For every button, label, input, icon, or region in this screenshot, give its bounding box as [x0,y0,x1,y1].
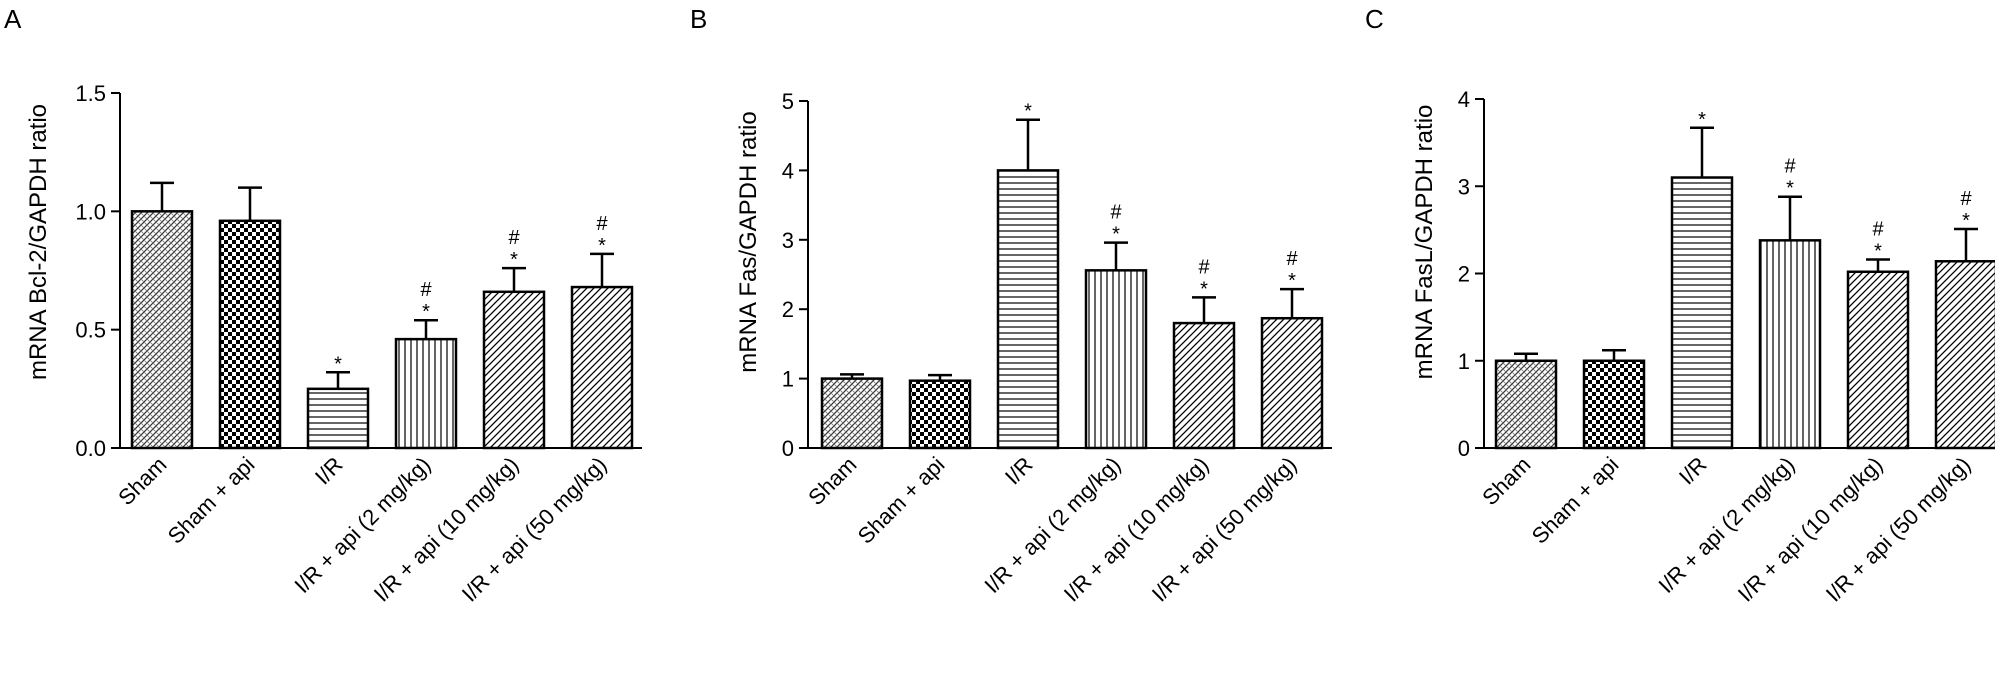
significance-mark: * [1288,270,1296,292]
bar [394,337,458,450]
significance-mark: # [420,279,432,301]
significance-mark: * [1112,224,1120,246]
significance-mark: # [1784,156,1796,178]
y-tick-label: 1.5 [75,81,106,106]
y-tick-label: 4 [782,158,794,183]
y-tick-label: 1 [782,367,794,392]
category-label: I/R + api (10 mg/kg) [369,452,524,607]
y-tick-label: 2 [782,297,794,322]
significance-mark: * [334,353,342,375]
panel-a: A mRNA Bcl-2/GAPDH ratio 0.0 0.5 1.0 1.5 Sha… [4,4,642,607]
y-tick-label: 0 [1458,436,1470,461]
significance-mark: # [1286,248,1298,270]
bar [1172,321,1236,450]
y-tick-label: 0.5 [75,318,106,343]
significance-mark: # [596,213,608,235]
category-label: I/R + api (10 mg/kg) [1733,452,1888,607]
category-label: Sham [803,452,861,510]
bar [1084,269,1148,450]
y-tick-label: 1.0 [75,199,106,224]
panel-letter: B [690,4,707,34]
bar [482,290,546,450]
significance-mark: * [1200,278,1208,300]
significance-mark: # [508,227,520,249]
category-label: I/R + api (50 mg/kg) [1821,452,1976,607]
bar [1934,260,1995,450]
y-axis-label: mRNA Fas/GAPDH ratio [735,111,762,372]
bar [1758,239,1822,450]
y-tick-label: 0 [782,436,794,461]
significance-mark: # [1960,188,1972,210]
bar [1260,316,1324,450]
bar [1494,359,1558,450]
significance-mark: * [422,301,430,323]
y-axis-label: mRNA Bcl-2/GAPDH ratio [25,104,52,380]
significance-mark: * [1962,210,1970,232]
significance-mark: * [1024,101,1032,123]
panel-letter: C [1365,4,1384,34]
y-tick-label: 5 [782,89,794,114]
y-tick-label: 2 [1458,262,1470,287]
y-tick-label: 4 [1458,87,1470,112]
significance-mark: * [598,235,606,257]
bar [130,210,194,450]
significance-mark: * [1698,109,1706,131]
category-label: I/R [1000,452,1038,490]
significance-mark: # [1198,256,1210,278]
category-label: Sham + api [1527,452,1624,549]
category-label: Sham + api [853,452,950,549]
category-label: I/R + api (10 mg/kg) [1059,452,1214,607]
significance-mark: * [1874,241,1882,263]
category-label: I/R [1674,452,1712,490]
y-tick-label: 0.0 [75,436,106,461]
panel-letter: A [4,4,22,34]
bar [1670,176,1734,450]
bar [1582,359,1646,450]
category-label: I/R [310,452,348,490]
significance-mark: # [1110,202,1122,224]
significance-mark: * [1786,178,1794,200]
bar [996,169,1060,450]
category-label: I/R + api (50 mg/kg) [457,452,612,607]
significance-mark: # [1872,219,1884,241]
bar [570,285,634,450]
y-axis-label: mRNA FasL/GAPDH ratio [1411,105,1438,380]
bar [218,219,282,450]
bar [820,377,884,450]
category-label: Sham [1477,452,1535,510]
bar [908,379,972,450]
y-tick-label: 1 [1458,349,1470,374]
y-tick-label: 3 [782,228,794,253]
bar [1846,270,1910,450]
category-label: Sham + api [163,452,260,549]
category-label: I/R + api (50 mg/kg) [1147,452,1302,607]
category-label: Sham [113,452,171,510]
significance-mark: * [510,249,518,271]
y-tick-label: 3 [1458,174,1470,199]
bar [306,387,370,450]
